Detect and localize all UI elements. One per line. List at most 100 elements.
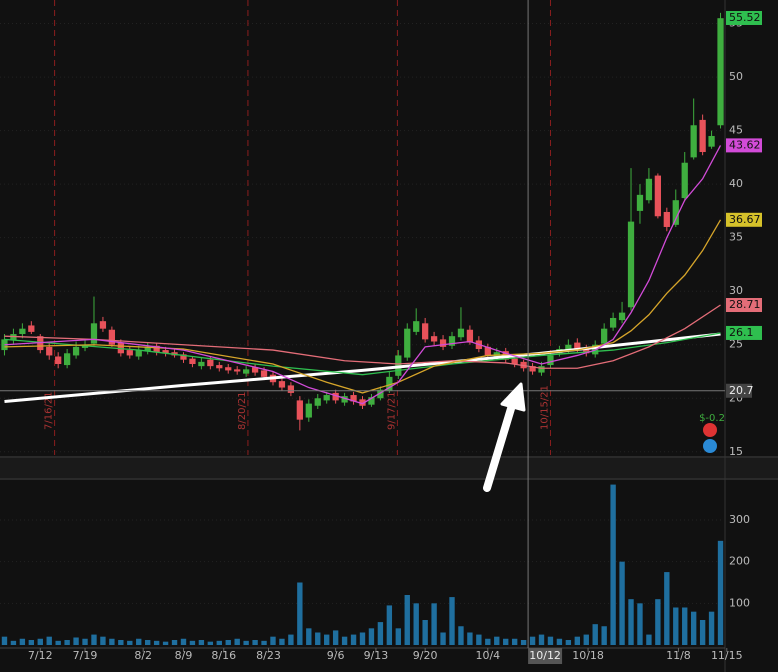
price-tag xyxy=(726,138,762,153)
volume-bar xyxy=(368,628,375,645)
volume-bar xyxy=(19,638,26,645)
candle-body xyxy=(189,358,196,364)
volume-bar xyxy=(136,638,142,645)
candle-body xyxy=(278,381,286,388)
candle-body xyxy=(135,350,142,357)
volume-bar xyxy=(511,638,518,645)
candle-body xyxy=(404,328,411,358)
volume-bar xyxy=(225,640,231,645)
volume-bar xyxy=(270,636,276,645)
volume-bar xyxy=(476,634,482,645)
overlay-layer: 10/12 20.7 55.52 43.62 36.67 28.71 26.1 xyxy=(0,0,762,664)
volume-bar xyxy=(547,636,554,645)
candle-body xyxy=(493,352,500,357)
volume-bar xyxy=(359,632,366,645)
event-label: 7/16/21 xyxy=(44,391,55,430)
volume-bar xyxy=(637,603,643,645)
candle-body xyxy=(654,175,662,217)
info-icon[interactable] xyxy=(703,439,717,453)
x-tick-label: 11/15 xyxy=(711,649,743,662)
candle-body xyxy=(681,162,688,199)
candle-body xyxy=(422,323,429,340)
volume-bar xyxy=(28,640,35,645)
volume-bar xyxy=(449,597,455,645)
volume-bar xyxy=(127,640,133,645)
candle-body xyxy=(448,336,456,346)
price-tag xyxy=(726,10,762,25)
volume-bar xyxy=(252,640,258,645)
volume-tick-label: 200 xyxy=(729,555,750,568)
candle-body xyxy=(717,18,724,126)
candle-body xyxy=(627,221,635,308)
volume-bar xyxy=(1,636,8,645)
candle-body xyxy=(243,369,250,374)
candle-body xyxy=(162,350,169,354)
volume-bar xyxy=(332,630,339,645)
candle-body xyxy=(63,353,71,366)
y-tick-label: 15 xyxy=(729,445,743,458)
volume-bar xyxy=(565,640,572,645)
candle-body xyxy=(153,345,160,353)
candle-body xyxy=(10,334,17,341)
candle-body xyxy=(466,329,474,343)
volume-bar xyxy=(404,595,410,645)
volume-bar xyxy=(82,638,88,645)
x-tick-label: 7/19 xyxy=(73,649,98,662)
pane-divider xyxy=(0,458,778,478)
volume-bar xyxy=(234,638,240,645)
x-tick-label: 10/4 xyxy=(475,649,500,662)
x-tick-label: 7/12 xyxy=(28,649,53,662)
volume-bar xyxy=(109,638,115,645)
candle-body xyxy=(368,397,375,405)
volume-bar xyxy=(216,640,222,645)
arrow-annotation xyxy=(483,382,526,492)
volume-bar xyxy=(395,628,401,645)
volume-bar xyxy=(610,484,616,645)
crosshair-x-tag xyxy=(528,648,563,664)
volume-bar xyxy=(91,634,97,645)
candle-body xyxy=(225,367,232,371)
volume-tick-label: 100 xyxy=(729,596,750,609)
candle-body xyxy=(511,358,518,364)
candle-body xyxy=(251,367,259,373)
candle-body xyxy=(46,346,53,356)
volume-bar xyxy=(377,622,384,645)
candle-body xyxy=(332,392,339,401)
candle-body xyxy=(618,312,626,321)
pl-label: $-0.2 xyxy=(699,413,725,424)
x-tick-label: 10/18 xyxy=(572,649,604,662)
price-tag-label: 36.67 xyxy=(729,213,761,226)
volume-bar xyxy=(673,607,679,645)
volume-bar xyxy=(574,636,580,645)
candle-body xyxy=(699,119,706,153)
volume-bar xyxy=(690,611,697,645)
candle-body xyxy=(108,329,116,345)
volume-bar xyxy=(583,634,589,645)
candle-body xyxy=(99,321,107,329)
x-tick-label: 8/9 xyxy=(175,649,193,662)
volume-bar xyxy=(288,634,294,645)
candle-body xyxy=(55,356,62,364)
candle-body xyxy=(547,355,554,366)
volume-bar xyxy=(171,640,178,645)
candle-body xyxy=(305,403,312,418)
volume-bar xyxy=(180,638,187,645)
volume-bar xyxy=(279,638,285,645)
candle-body xyxy=(663,211,670,227)
volume-bar xyxy=(37,638,43,645)
volume-bar xyxy=(664,572,670,645)
candle-body xyxy=(234,369,241,372)
volume-tick-label: 300 xyxy=(729,513,750,526)
candle-body xyxy=(386,376,393,391)
volume-bar xyxy=(520,640,527,645)
volume-bar xyxy=(413,603,419,645)
crosshair-y-label: 20.7 xyxy=(729,384,754,397)
candle-body xyxy=(260,370,268,377)
candle-body xyxy=(180,354,187,360)
candle-body xyxy=(90,323,98,344)
volume-bar xyxy=(431,603,437,645)
alert-icon[interactable] xyxy=(703,423,717,437)
